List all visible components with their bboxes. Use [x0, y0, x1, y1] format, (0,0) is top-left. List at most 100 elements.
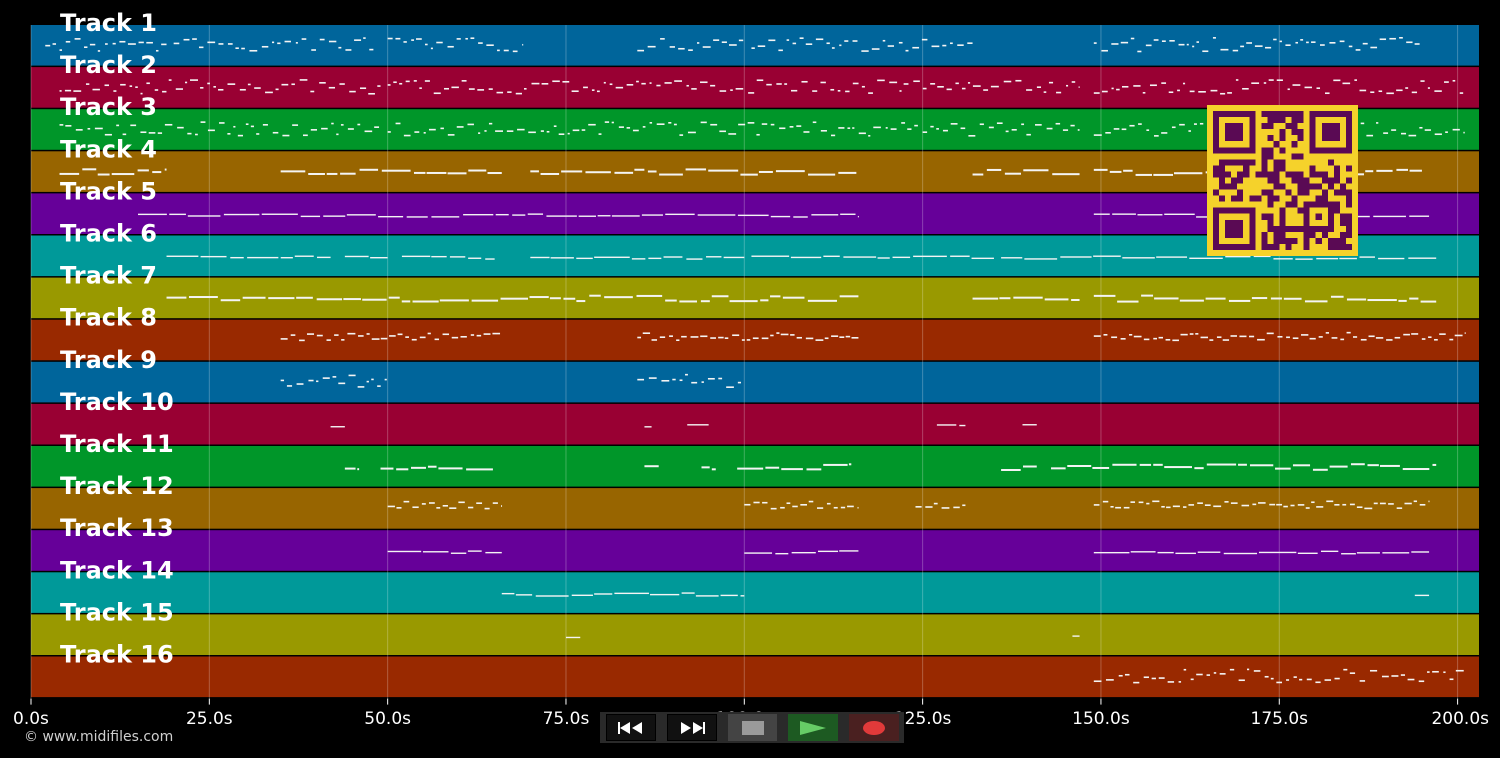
note: [1292, 464, 1311, 467]
note: [1254, 45, 1263, 47]
note: [1229, 668, 1235, 671]
note: [761, 123, 768, 125]
note: [458, 501, 465, 504]
note: [535, 595, 569, 597]
note: [845, 90, 850, 93]
note: [1326, 500, 1334, 503]
note: [808, 173, 836, 176]
note: [528, 131, 536, 134]
note: [1311, 41, 1316, 43]
note: [1178, 43, 1185, 46]
note: [830, 134, 836, 137]
note: [245, 123, 249, 126]
record-button[interactable]: [849, 714, 900, 741]
note: [1452, 79, 1456, 82]
note: [770, 507, 777, 510]
note: [384, 378, 387, 381]
qr-code[interactable]: [1207, 105, 1358, 256]
note: [1349, 672, 1356, 674]
note: [1375, 337, 1384, 339]
note: [84, 46, 88, 49]
note: [146, 41, 153, 44]
note: [369, 48, 374, 51]
note: [1404, 502, 1412, 505]
note: [986, 168, 1002, 171]
note: [594, 256, 630, 258]
note: [366, 380, 369, 383]
note: [1178, 681, 1182, 683]
track-label: Track 8: [60, 304, 157, 332]
note: [735, 88, 744, 90]
note: [615, 86, 624, 89]
note: [336, 133, 339, 136]
track-band: [31, 530, 1479, 571]
note-events: [45, 37, 1466, 684]
note: [1373, 502, 1378, 505]
note: [116, 124, 120, 127]
note: [354, 39, 362, 41]
note: [1432, 670, 1439, 673]
note: [591, 89, 595, 91]
note: [1360, 338, 1367, 341]
note: [1093, 294, 1116, 297]
track-label: Track 12: [60, 472, 174, 500]
note: [1128, 334, 1133, 336]
rewind-button[interactable]: [606, 714, 656, 741]
note: [1121, 128, 1127, 131]
note: [1443, 671, 1446, 674]
note: [1405, 87, 1409, 89]
note: [914, 124, 918, 127]
note: [1444, 81, 1449, 83]
note: [250, 125, 254, 128]
note: [637, 336, 642, 339]
note: [792, 505, 798, 508]
note: [685, 168, 707, 171]
note: [760, 299, 769, 302]
note: [154, 89, 159, 91]
note: [363, 37, 366, 39]
note: [326, 172, 338, 175]
note: [576, 257, 593, 260]
note: [780, 506, 785, 509]
note: [501, 505, 503, 507]
track-band: [31, 403, 1479, 445]
note: [596, 90, 600, 93]
note: [1071, 298, 1080, 301]
note: [931, 45, 940, 48]
note: [261, 45, 269, 48]
note: [724, 337, 729, 339]
fast-forward-button[interactable]: [666, 714, 717, 741]
note: [848, 463, 852, 466]
note: [898, 41, 903, 44]
note: [1113, 128, 1120, 130]
note: [254, 87, 261, 89]
play-button[interactable]: [788, 714, 839, 741]
note: [700, 121, 707, 124]
note: [310, 90, 315, 93]
note: [1171, 126, 1176, 129]
stop-button[interactable]: [727, 714, 778, 741]
note: [820, 81, 826, 84]
note: [488, 88, 493, 90]
note: [1116, 88, 1120, 91]
note: [1161, 82, 1167, 84]
note: [761, 337, 769, 340]
note: [1275, 467, 1291, 470]
note: [664, 82, 672, 84]
note: [396, 507, 402, 509]
note: [262, 124, 268, 126]
note: [1346, 331, 1351, 334]
note: [701, 466, 710, 469]
note: [241, 47, 245, 50]
note: [97, 50, 101, 52]
note: [857, 506, 859, 509]
note: [1297, 504, 1305, 506]
note: [1145, 44, 1152, 47]
note: [1001, 257, 1023, 259]
note: [1373, 215, 1406, 218]
note: [955, 82, 959, 85]
note: [839, 295, 859, 298]
note: [438, 467, 463, 470]
note: [340, 172, 356, 175]
note: [1141, 294, 1154, 297]
